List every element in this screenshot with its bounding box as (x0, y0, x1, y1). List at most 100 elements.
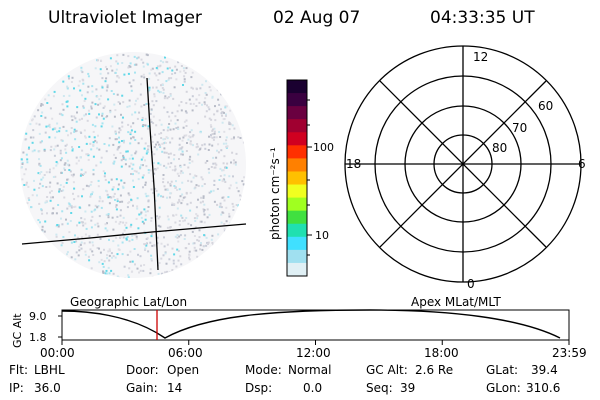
uv-speckle (160, 195, 162, 198)
uv-speckle (231, 202, 234, 205)
uv-speckle (210, 125, 213, 128)
uv-speckle (179, 172, 182, 175)
uv-speckle (177, 249, 180, 252)
uv-speckle (202, 245, 205, 248)
uv-speckle (81, 195, 83, 198)
uv-speckle (107, 250, 110, 253)
uv-speckle (137, 178, 140, 181)
uv-speckle (104, 178, 107, 181)
uv-speckle (213, 184, 216, 186)
uv-speckle (104, 65, 107, 68)
uv-speckle (221, 121, 224, 124)
uv-speckle (162, 88, 165, 91)
uv-speckle (163, 147, 166, 150)
uv-speckle (187, 222, 190, 225)
uv-speckle (85, 227, 88, 230)
uv-speckle (177, 240, 180, 243)
uv-speckle (122, 141, 125, 144)
uv-speckle (100, 258, 103, 261)
uv-speckle (180, 148, 183, 151)
uv-speckle (196, 217, 199, 220)
uv-speckle (116, 138, 118, 141)
uv-speckle (147, 148, 150, 151)
uv-speckle (193, 174, 196, 177)
uv-speckle (25, 153, 28, 156)
uv-speckle (71, 76, 74, 79)
uv-speckle (225, 105, 228, 108)
uv-speckle (112, 240, 115, 243)
uv-speckle (174, 72, 177, 75)
uv-speckle (212, 243, 215, 246)
uv-speckle (26, 161, 29, 164)
uv-speckle (98, 148, 101, 151)
uv-speckle (160, 137, 163, 139)
uv-speckle (173, 154, 176, 156)
uv-speckle (164, 95, 167, 98)
uv-speckle (61, 114, 64, 117)
uv-speckle (142, 61, 145, 64)
gcalt-label: GC Alt: (366, 363, 408, 377)
uv-speckle (132, 173, 134, 176)
uv-speckle (230, 137, 233, 140)
uv-speckle (188, 256, 190, 259)
uv-speckle (193, 217, 196, 220)
uv-speckle (205, 93, 208, 96)
uv-speckle (226, 162, 229, 165)
uv-speckle (103, 175, 106, 178)
colorbar-label: photon cm⁻²s⁻¹ (268, 147, 282, 240)
uv-speckle (224, 181, 227, 183)
uv-speckle (24, 138, 27, 141)
uv-speckle (45, 171, 48, 174)
uv-speckle (48, 185, 51, 188)
uv-speckle (184, 234, 187, 237)
uv-speckle (200, 196, 203, 199)
uv-speckle (233, 136, 235, 139)
uv-speckle (85, 153, 88, 156)
uv-speckle (127, 55, 130, 58)
uv-speckle (84, 97, 87, 100)
uv-speckle (98, 195, 101, 198)
uv-speckle (109, 109, 112, 112)
uv-speckle (78, 146, 81, 148)
uv-speckle (112, 143, 115, 146)
uv-speckle (229, 123, 232, 126)
uv-speckle (158, 215, 161, 218)
uv-speckle (138, 271, 140, 274)
uv-speckle (50, 145, 53, 148)
uv-speckle (80, 217, 83, 220)
uv-speckle (89, 248, 92, 251)
uv-speckle (129, 142, 132, 145)
uv-speckle (191, 160, 194, 163)
uv-speckle (203, 221, 206, 224)
uv-speckle (209, 124, 212, 127)
uv-speckle (110, 178, 113, 181)
uv-speckle (151, 141, 154, 143)
uv-speckle (222, 118, 225, 121)
uv-speckle (200, 176, 203, 179)
uv-speckle (116, 200, 119, 203)
uv-speckle (193, 249, 196, 252)
mode-value: Normal (288, 363, 332, 377)
colorbar-swatch (287, 249, 307, 264)
uv-speckle (211, 128, 214, 131)
uv-speckle (119, 145, 122, 148)
uv-speckle (121, 185, 124, 188)
colorbar-swatch (287, 184, 307, 199)
uv-speckle (147, 169, 150, 171)
uv-speckle (182, 136, 185, 139)
uv-speckle (148, 88, 151, 91)
latitude-line (21, 223, 247, 245)
uv-speckle (92, 254, 95, 256)
uv-speckle (177, 126, 180, 129)
uv-speckle (208, 117, 211, 120)
uv-speckle (95, 88, 98, 91)
uv-speckle (183, 80, 186, 83)
uv-speckle (143, 230, 146, 233)
uv-speckle (22, 151, 25, 154)
uv-speckle (111, 125, 114, 128)
glat-label: GLat: (486, 363, 519, 377)
uv-speckle (91, 250, 94, 253)
uv-speckle (107, 213, 110, 216)
uv-speckle (64, 144, 67, 147)
uv-speckle (133, 248, 136, 250)
